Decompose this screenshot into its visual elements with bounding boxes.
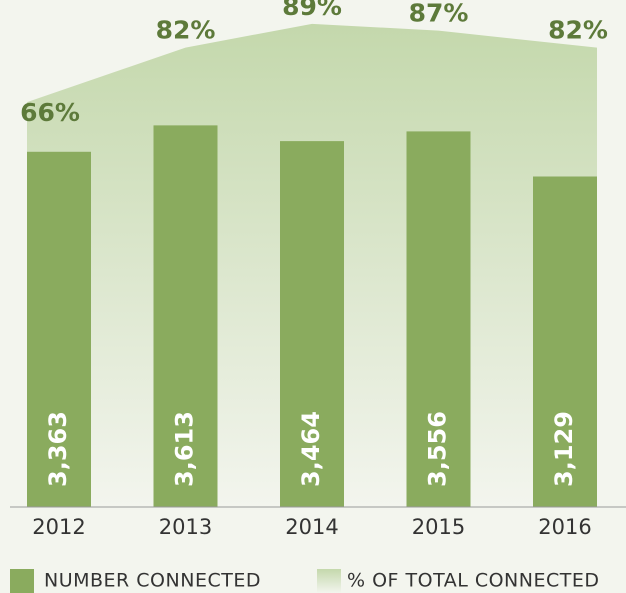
percent-label: 89% <box>282 0 342 21</box>
bar <box>27 151 91 507</box>
percent-label: 66% <box>20 98 80 127</box>
bar <box>533 176 597 507</box>
bar <box>153 125 218 507</box>
bar-value-label: 3,363 <box>44 411 72 487</box>
bar-value-label: 3,129 <box>550 411 578 487</box>
percent-label: 82% <box>156 16 216 45</box>
x-tick-label: 2013 <box>159 515 212 539</box>
bar <box>280 141 344 508</box>
bar-value-label: 3,613 <box>171 411 199 487</box>
bar-value-label: 3,556 <box>424 411 452 487</box>
percent-label: 87% <box>409 0 469 28</box>
x-tick-label: 2012 <box>32 515 85 539</box>
legend-swatch <box>317 569 341 593</box>
legend-swatch <box>10 569 34 593</box>
legend-label: % OF TOTAL CONNECTED <box>347 570 600 592</box>
x-tick-label: 2016 <box>538 515 591 539</box>
bar-value-label: 3,464 <box>297 411 325 487</box>
bar <box>406 131 471 507</box>
legend-label: NUMBER CONNECTED <box>44 570 261 592</box>
x-tick-label: 2015 <box>412 515 465 539</box>
percent-label: 82% <box>548 16 608 45</box>
x-tick-label: 2014 <box>285 515 338 539</box>
